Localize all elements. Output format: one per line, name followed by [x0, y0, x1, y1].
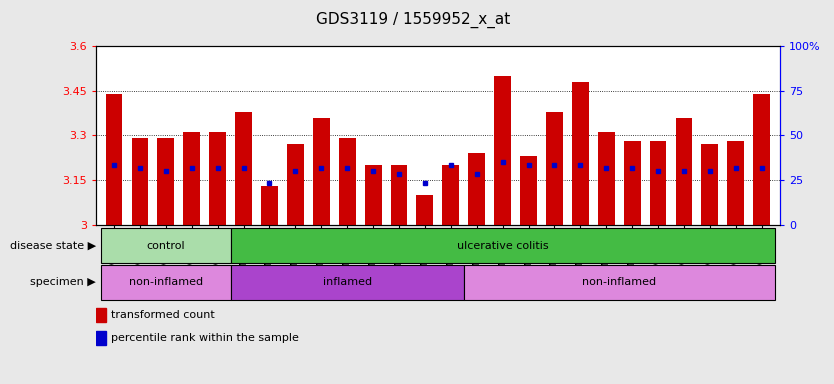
Bar — [520, 156, 537, 225]
Text: transformed count: transformed count — [111, 310, 214, 320]
Bar — [416, 195, 434, 225]
Text: specimen ▶: specimen ▶ — [30, 277, 96, 287]
Bar — [753, 94, 770, 225]
Bar — [287, 144, 304, 225]
Text: ulcerative colitis: ulcerative colitis — [457, 241, 549, 251]
Bar — [390, 165, 408, 225]
Text: GDS3119 / 1559952_x_at: GDS3119 / 1559952_x_at — [316, 12, 510, 28]
Bar — [546, 112, 563, 225]
Text: inflamed: inflamed — [323, 277, 372, 287]
Bar — [96, 331, 106, 345]
Bar — [261, 186, 278, 225]
Bar — [495, 76, 511, 225]
Bar — [158, 138, 174, 225]
Text: control: control — [147, 241, 185, 251]
Bar — [101, 228, 231, 263]
Bar — [209, 132, 226, 225]
Bar — [183, 132, 200, 225]
Bar — [442, 165, 460, 225]
Bar — [701, 144, 718, 225]
Bar — [101, 265, 231, 300]
Bar — [468, 153, 485, 225]
Bar — [598, 132, 615, 225]
Bar — [364, 165, 381, 225]
Bar — [624, 141, 641, 225]
Bar — [231, 228, 775, 263]
Bar — [650, 141, 666, 225]
Text: percentile rank within the sample: percentile rank within the sample — [111, 333, 299, 343]
Bar — [676, 118, 692, 225]
Text: disease state ▶: disease state ▶ — [10, 241, 96, 251]
Bar — [96, 308, 106, 322]
Text: non-inflamed: non-inflamed — [128, 277, 203, 287]
Bar — [727, 141, 744, 225]
Bar — [106, 94, 123, 225]
Bar — [231, 265, 464, 300]
Bar — [464, 265, 775, 300]
Bar — [313, 118, 329, 225]
Bar — [132, 138, 148, 225]
Text: non-inflamed: non-inflamed — [582, 277, 656, 287]
Bar — [235, 112, 252, 225]
Bar — [572, 82, 589, 225]
Bar — [339, 138, 355, 225]
